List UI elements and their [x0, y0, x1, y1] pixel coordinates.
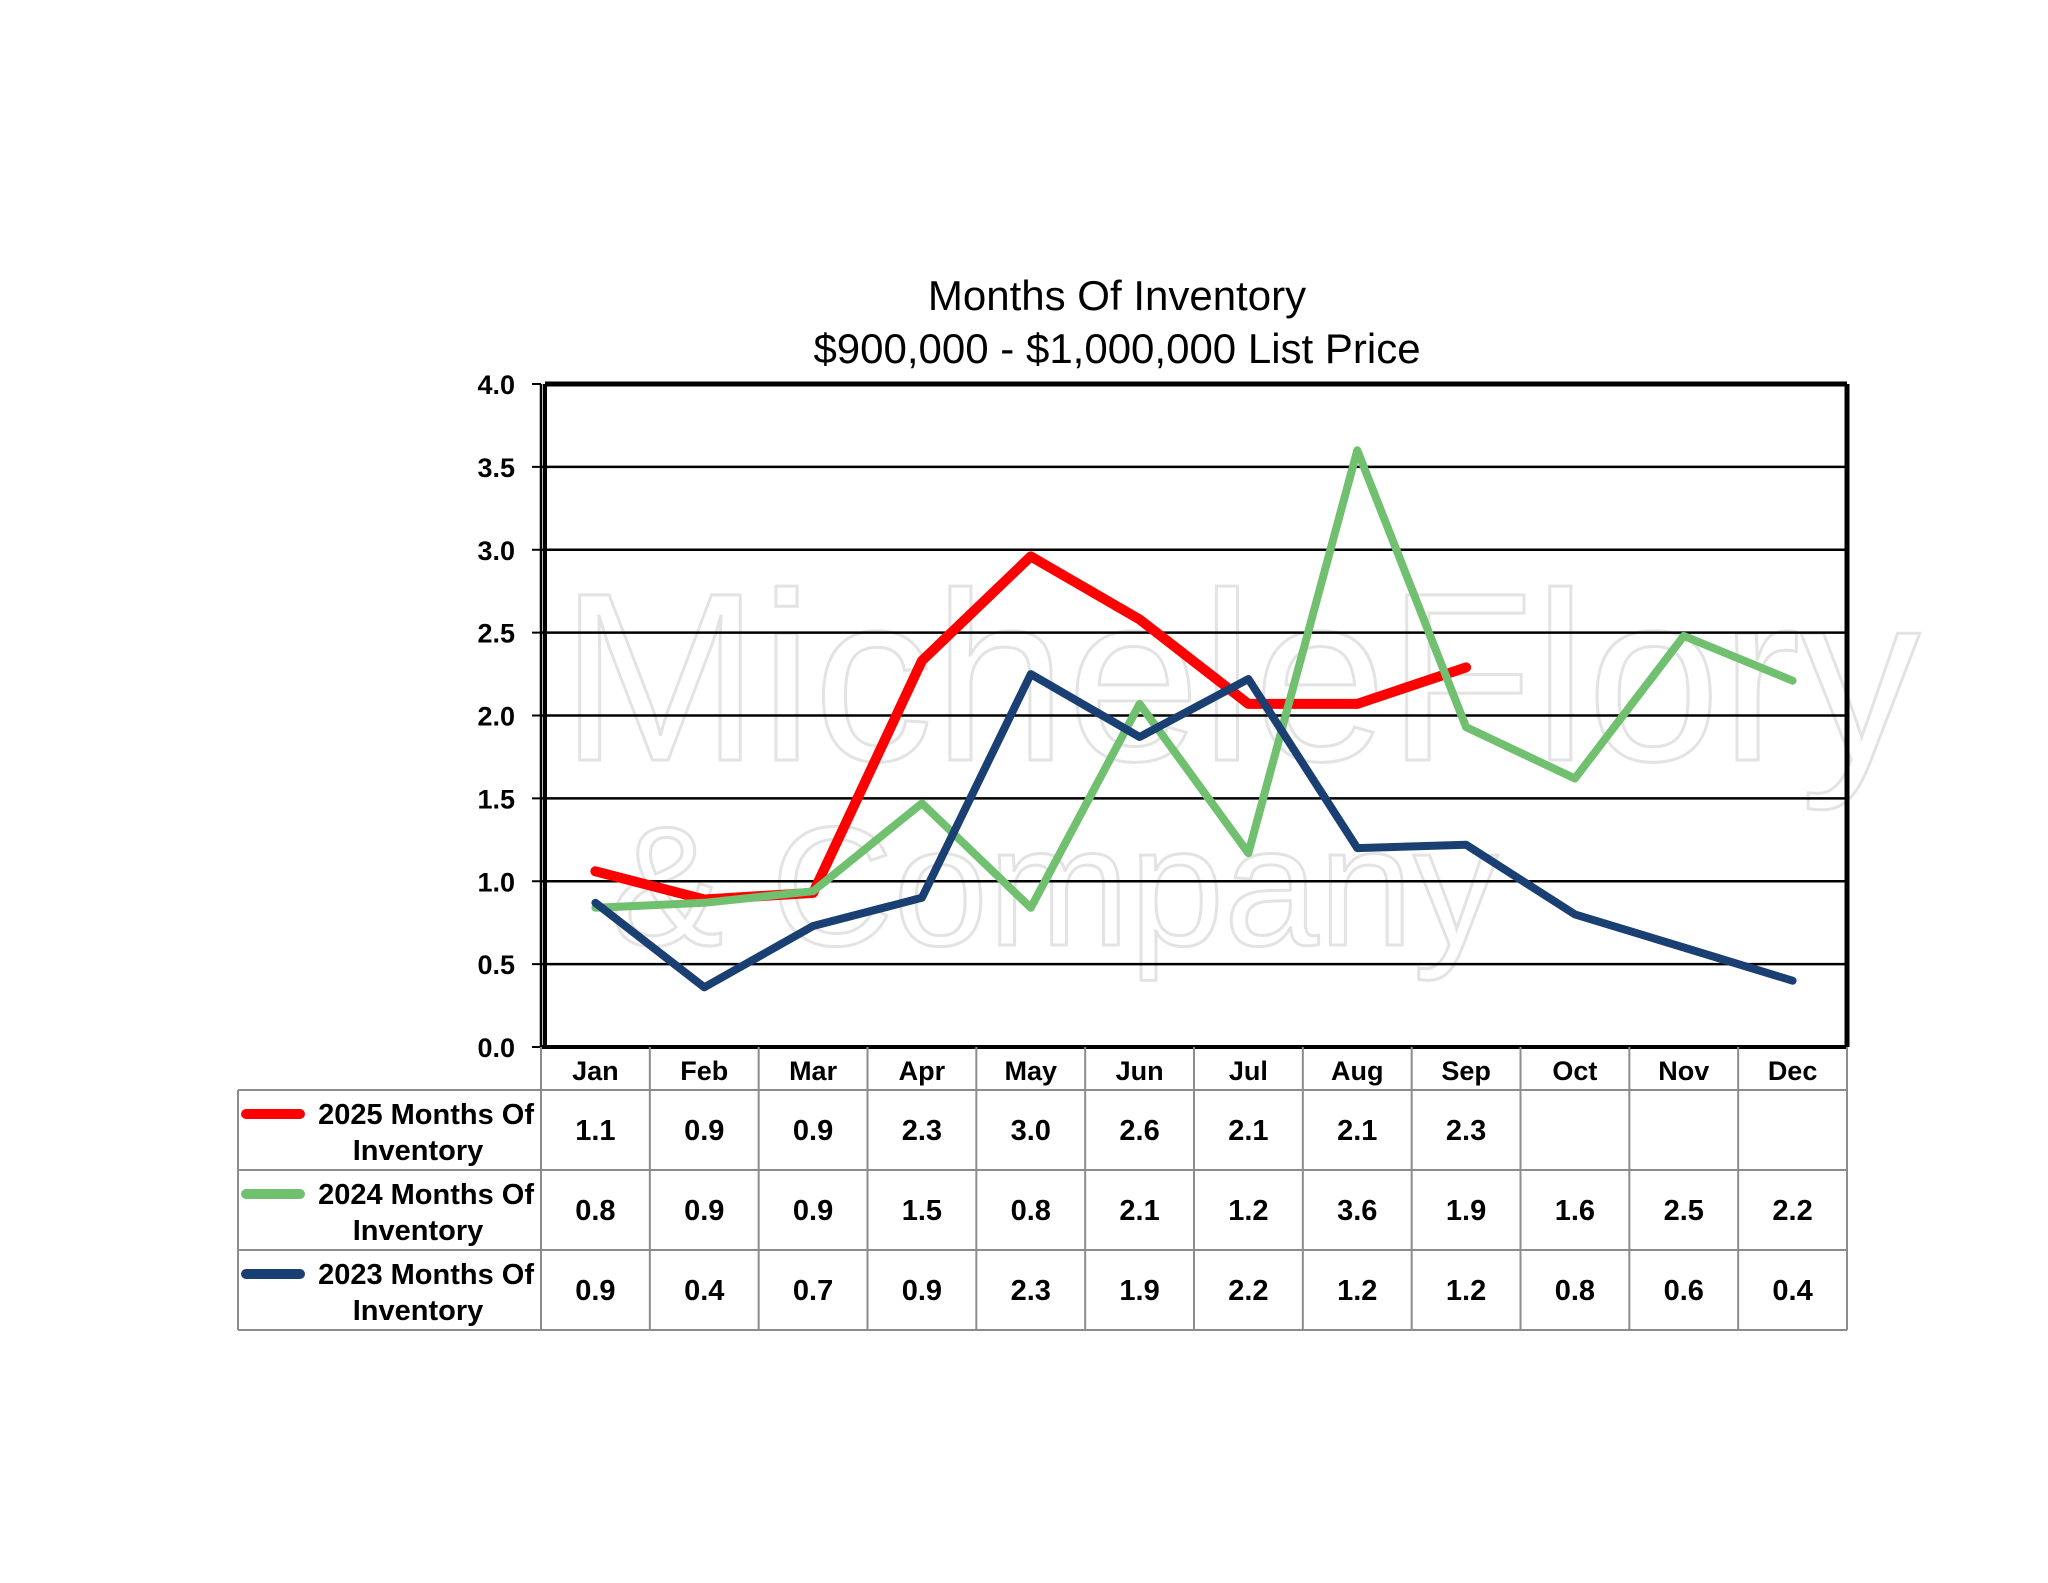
data-table-cell: 1.5	[902, 1195, 942, 1227]
data-table-cell: 1.6	[1555, 1195, 1595, 1227]
data-table-cell: 0.8	[1555, 1275, 1595, 1307]
data-table-cell: 0.6	[1664, 1275, 1704, 1307]
data-table-cell: 0.7	[793, 1275, 833, 1307]
data-table-cell: 3.6	[1337, 1195, 1377, 1227]
data-table-cell: 2.2	[1228, 1275, 1268, 1307]
x-tick-label: Aug	[1331, 1056, 1383, 1086]
data-table-cell: 0.9	[793, 1115, 833, 1147]
y-tick-label: 1.5	[477, 784, 515, 814]
data-table-cell: 0.4	[1772, 1275, 1812, 1307]
y-tick-label: 3.0	[477, 536, 515, 566]
data-table-cell: 2.5	[1664, 1195, 1704, 1227]
legend-label-line1: 2024 Months Of	[318, 1179, 534, 1211]
data-table-cell: 2.3	[1011, 1275, 1051, 1307]
data-table-cell: 1.1	[575, 1115, 615, 1147]
data-table-cell: 2.3	[1446, 1115, 1486, 1147]
y-tick-label: 4.0	[477, 370, 515, 400]
series-lines	[590, 446, 1797, 992]
x-tick-label: Apr	[899, 1056, 946, 1086]
data-table: Jan Feb Mar Apr May Jun Jul Aug Sep Oct Nov Dec 2025…	[237, 1047, 1848, 1331]
gridlines	[541, 465, 1847, 966]
data-table-cell: 0.8	[575, 1195, 615, 1227]
series-line-2	[591, 446, 1797, 912]
x-tick-label: Dec	[1768, 1056, 1818, 1086]
data-table-cell: 0.9	[575, 1275, 615, 1307]
data-table-cell: 0.9	[902, 1275, 942, 1307]
y-axis: 0.0 0.5 1.0 1.5 2.0 2.5 3.0 3.5 4.0	[477, 370, 541, 1063]
watermark-text-line2: & Company	[610, 792, 1498, 982]
data-table-cell: 2.1	[1337, 1115, 1377, 1147]
x-tick-label: Mar	[789, 1056, 838, 1086]
y-tick-label: 2.0	[477, 702, 515, 732]
y-tick-label: 3.5	[477, 453, 515, 483]
x-tick-label: Jan	[572, 1056, 619, 1086]
legend-label-line1: 2023 Months Of	[318, 1259, 534, 1291]
x-tick-label: Nov	[1658, 1056, 1709, 1086]
legend-label-line1: 2025 Months Of	[318, 1099, 534, 1131]
x-tick-label: Jul	[1229, 1056, 1268, 1086]
data-table-cell: 2.3	[902, 1115, 942, 1147]
legend-label-line2: Inventory	[353, 1135, 484, 1167]
data-table-cell: 1.9	[1446, 1195, 1486, 1227]
series-line-3	[591, 670, 1797, 992]
y-tick-label: 0.5	[477, 950, 515, 980]
data-table-cell: 0.9	[793, 1195, 833, 1227]
watermark-text-line1: MicheleFlory	[560, 543, 1920, 811]
y-tick-label: 0.0	[477, 1033, 515, 1063]
data-table-cell: 2.1	[1119, 1195, 1159, 1227]
data-table-cell: 0.8	[1011, 1195, 1051, 1227]
x-tick-label: Jun	[1116, 1056, 1164, 1086]
x-tick-label: Oct	[1552, 1056, 1597, 1086]
data-table-cell: 1.9	[1119, 1275, 1159, 1307]
data-table-cell: 0.9	[684, 1115, 724, 1147]
data-table-cell: 3.0	[1011, 1115, 1051, 1147]
legend-label-line2: Inventory	[353, 1295, 484, 1327]
data-table-cell: 2.6	[1119, 1115, 1159, 1147]
x-tick-label: Sep	[1441, 1056, 1491, 1086]
watermark-logo: MicheleFlory & Company	[559, 542, 1922, 984]
y-tick-label: 1.0	[477, 867, 515, 897]
y-tick-label: 2.5	[477, 619, 515, 649]
data-table-cell: 0.4	[684, 1275, 724, 1307]
data-table-cell: 2.1	[1228, 1115, 1268, 1147]
legend-label-line2: Inventory	[353, 1215, 484, 1247]
chart-subtitle: $900,000 - $1,000,000 List Price	[813, 325, 1420, 372]
chart-title: Months Of Inventory	[928, 272, 1306, 319]
data-table-cell: 1.2	[1337, 1275, 1377, 1307]
data-table-cell: 0.9	[684, 1195, 724, 1227]
data-table-cell: 2.2	[1772, 1195, 1812, 1227]
x-tick-label: May	[1004, 1056, 1057, 1086]
data-table-cell: 1.2	[1228, 1195, 1268, 1227]
data-table-cell: 1.2	[1446, 1275, 1486, 1307]
x-tick-label: Feb	[680, 1056, 728, 1086]
